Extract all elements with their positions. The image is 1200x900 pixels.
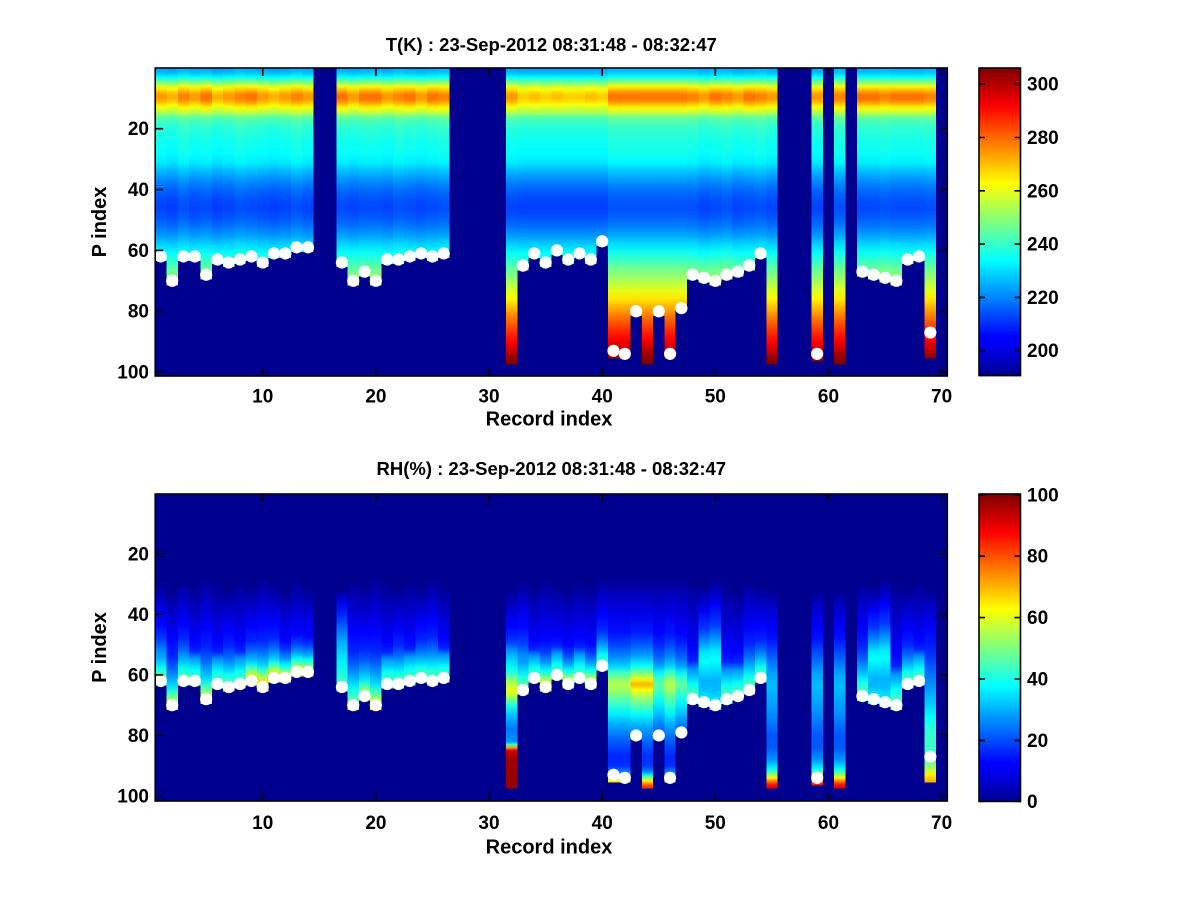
svg-text:P index: P index: [89, 187, 111, 258]
svg-text:240: 240: [1027, 235, 1059, 256]
svg-text:20: 20: [128, 119, 149, 140]
svg-text:T(K) : 23-Sep-2012 08:31:48 -: T(K) : 23-Sep-2012 08:31:48 - 08:32:47: [386, 34, 717, 55]
svg-text:0: 0: [1027, 792, 1038, 813]
svg-text:30: 30: [478, 387, 499, 408]
svg-text:60: 60: [128, 665, 149, 686]
svg-text:100: 100: [117, 787, 149, 808]
svg-text:40: 40: [1027, 670, 1048, 691]
svg-text:60: 60: [1027, 608, 1048, 629]
svg-text:20: 20: [365, 387, 386, 408]
svg-text:10: 10: [252, 813, 273, 834]
svg-text:300: 300: [1027, 75, 1059, 96]
svg-text:70: 70: [931, 813, 952, 834]
svg-text:50: 50: [705, 813, 726, 834]
svg-text:20: 20: [1027, 731, 1048, 752]
svg-text:40: 40: [592, 813, 613, 834]
svg-text:40: 40: [128, 605, 149, 626]
svg-text:60: 60: [818, 387, 839, 408]
svg-text:80: 80: [1027, 547, 1048, 568]
svg-text:20: 20: [128, 544, 149, 565]
svg-text:20: 20: [365, 813, 386, 834]
svg-text:220: 220: [1027, 288, 1059, 309]
svg-text:200: 200: [1027, 341, 1059, 362]
svg-text:80: 80: [128, 302, 149, 323]
svg-text:100: 100: [117, 363, 149, 384]
svg-text:260: 260: [1027, 181, 1059, 202]
svg-text:60: 60: [818, 813, 839, 834]
svg-text:Record index: Record index: [486, 408, 613, 430]
svg-text:40: 40: [128, 180, 149, 201]
svg-text:280: 280: [1027, 128, 1059, 149]
svg-text:RH(%) : 23-Sep-2012 08:31:48 -: RH(%) : 23-Sep-2012 08:31:48 - 08:32:47: [376, 458, 726, 479]
svg-text:100: 100: [1027, 485, 1059, 506]
svg-text:50: 50: [705, 387, 726, 408]
svg-text:Record index: Record index: [486, 837, 613, 859]
svg-text:40: 40: [592, 387, 613, 408]
svg-text:80: 80: [128, 726, 149, 747]
svg-text:30: 30: [478, 813, 499, 834]
svg-text:P index: P index: [89, 612, 111, 683]
svg-text:10: 10: [252, 387, 273, 408]
svg-text:60: 60: [128, 241, 149, 262]
svg-text:70: 70: [931, 387, 952, 408]
